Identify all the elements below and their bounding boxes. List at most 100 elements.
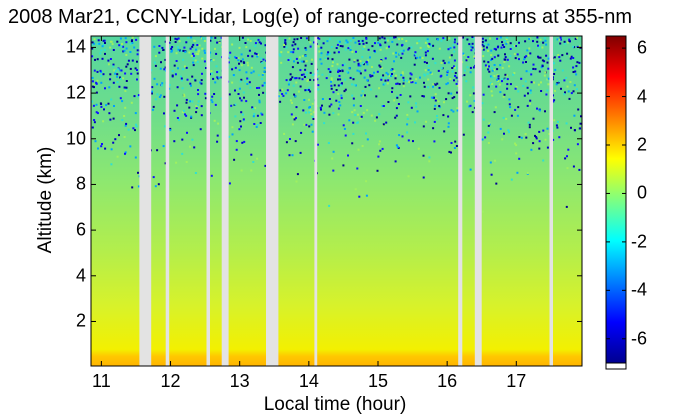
noise-speck [255, 53, 258, 55]
noise-speck [454, 72, 457, 74]
noise-speck [453, 50, 456, 53]
noise-speck [309, 109, 312, 112]
noise-speck [109, 73, 112, 76]
noise-speck [183, 95, 186, 98]
noise-speck [558, 56, 561, 59]
noise-speck [313, 79, 316, 82]
noise-speck [160, 61, 162, 64]
noise-speck [137, 95, 139, 98]
noise-speck [356, 59, 359, 62]
noise-speck [423, 74, 426, 77]
noise-speck [305, 37, 308, 40]
noise-speck [133, 46, 136, 49]
noise-speck [398, 52, 401, 55]
noise-speck [427, 86, 430, 89]
noise-speck [573, 84, 576, 87]
noise-speck [285, 79, 288, 82]
noise-speck [200, 105, 203, 108]
noise-speck [246, 77, 249, 80]
noise-speck [525, 136, 528, 139]
noise-speck [323, 122, 326, 125]
noise-speck [292, 84, 295, 87]
noise-speck [540, 66, 543, 69]
noise-speck [515, 86, 518, 88]
noise-speck [513, 72, 516, 75]
noise-speck [467, 56, 470, 58]
noise-speck [239, 97, 241, 100]
noise-speck [100, 81, 103, 84]
noise-speck [505, 42, 508, 45]
noise-speck [553, 62, 555, 65]
noise-speck [391, 87, 394, 90]
noise-speck [348, 67, 351, 70]
noise-speck [567, 148, 570, 151]
noise-speck [546, 89, 549, 92]
noise-speck [483, 60, 486, 63]
noise-speck [240, 64, 243, 67]
x-tick-label: 12 [160, 371, 181, 391]
noise-speck [354, 84, 357, 87]
noise-speck [327, 53, 330, 56]
noise-speck [504, 78, 507, 81]
noise-speck [499, 36, 502, 39]
noise-speck [468, 105, 471, 108]
noise-speck [351, 142, 354, 145]
noise-speck [546, 61, 549, 64]
noise-speck [136, 53, 139, 56]
noise-speck [104, 52, 106, 55]
noise-speck [191, 52, 194, 55]
noise-speck [399, 94, 402, 96]
noise-speck [367, 48, 370, 51]
noise-speck [490, 90, 493, 93]
noise-speck [497, 77, 500, 80]
noise-speck [322, 42, 325, 45]
noise-speck [129, 145, 132, 148]
noise-speck [211, 72, 213, 75]
noise-speck [530, 68, 533, 71]
noise-speck [351, 111, 354, 114]
noise-speck [344, 88, 347, 91]
noise-speck [532, 117, 535, 120]
noise-speck [251, 106, 254, 109]
noise-speck [136, 49, 139, 52]
noise-speck [577, 108, 580, 111]
noise-speck [306, 71, 308, 74]
noise-speck [382, 83, 385, 86]
noise-speck [379, 48, 382, 51]
noise-speck [200, 37, 203, 40]
noise-speck [217, 70, 220, 73]
noise-speck [318, 37, 321, 40]
noise-speck [188, 106, 191, 109]
y-tick-label: 10 [65, 128, 86, 149]
noise-speck [299, 69, 302, 72]
noise-speck [123, 49, 126, 52]
noise-speck [235, 140, 238, 143]
noise-speck [385, 39, 388, 42]
noise-speck [242, 119, 245, 122]
noise-speck [317, 88, 320, 91]
noise-speck [351, 50, 354, 53]
noise-speck [256, 87, 258, 89]
noise-speck [518, 157, 521, 160]
data-gap-bar [314, 36, 318, 366]
noise-speck [558, 80, 561, 83]
noise-speck [376, 70, 379, 73]
noise-speck [201, 57, 204, 60]
noise-speck [262, 91, 265, 94]
noise-speck [503, 60, 506, 63]
noise-speck [191, 100, 194, 103]
noise-speck [159, 67, 162, 70]
noise-speck [136, 69, 138, 71]
noise-speck [137, 185, 140, 188]
noise-speck [283, 44, 285, 46]
noise-speck [428, 156, 431, 159]
noise-speck [156, 93, 159, 96]
noise-speck [291, 123, 294, 126]
noise-speck [395, 107, 398, 110]
noise-speck [240, 78, 243, 81]
noise-speck [491, 57, 494, 60]
noise-speck [114, 138, 117, 141]
noise-speck [526, 172, 529, 174]
noise-speck [134, 67, 137, 70]
noise-speck [293, 118, 296, 121]
